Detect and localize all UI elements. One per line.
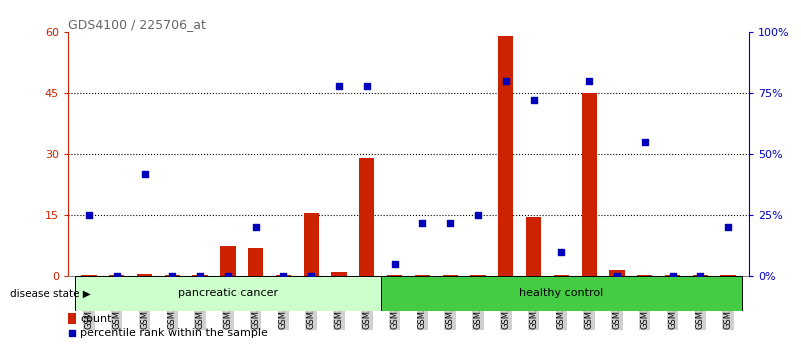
Bar xyxy=(693,275,708,276)
Point xyxy=(666,273,679,279)
Point xyxy=(249,224,262,230)
Point xyxy=(694,273,706,279)
Point xyxy=(221,273,234,279)
Bar xyxy=(665,275,680,276)
Point xyxy=(66,330,78,335)
Point xyxy=(166,273,179,279)
Text: percentile rank within the sample: percentile rank within the sample xyxy=(80,327,268,337)
Point xyxy=(638,139,651,145)
Bar xyxy=(415,275,430,276)
Point xyxy=(722,224,735,230)
Point xyxy=(138,171,151,176)
Bar xyxy=(442,275,458,276)
Bar xyxy=(720,275,736,276)
Point xyxy=(305,273,318,279)
Bar xyxy=(137,274,152,276)
Bar xyxy=(192,275,207,276)
Bar xyxy=(276,275,291,276)
Text: pancreatic cancer: pancreatic cancer xyxy=(178,289,278,298)
Bar xyxy=(553,275,569,276)
Point xyxy=(610,273,623,279)
Bar xyxy=(304,213,319,276)
Point xyxy=(472,212,485,218)
Point xyxy=(83,212,95,218)
Point xyxy=(388,261,401,267)
Bar xyxy=(582,93,597,276)
Point xyxy=(499,78,512,84)
Text: count: count xyxy=(80,314,112,324)
Bar xyxy=(526,217,541,276)
Point xyxy=(360,83,373,88)
Bar xyxy=(165,275,180,276)
Point xyxy=(444,220,457,225)
Bar xyxy=(610,270,625,276)
Bar xyxy=(248,248,264,276)
Bar xyxy=(81,275,97,276)
Bar xyxy=(75,276,380,310)
Point xyxy=(416,220,429,225)
Point xyxy=(111,273,123,279)
Point xyxy=(194,273,207,279)
Point xyxy=(583,78,596,84)
Bar xyxy=(380,276,742,310)
Bar xyxy=(387,275,402,276)
Bar xyxy=(220,246,235,276)
Bar xyxy=(332,272,347,276)
Text: disease state ▶: disease state ▶ xyxy=(10,289,91,298)
Bar xyxy=(637,275,652,276)
Text: healthy control: healthy control xyxy=(519,289,603,298)
Text: GDS4100 / 225706_at: GDS4100 / 225706_at xyxy=(68,18,206,31)
Point xyxy=(555,249,568,255)
Bar xyxy=(470,275,485,276)
Bar xyxy=(68,313,76,324)
Point xyxy=(332,83,345,88)
Point xyxy=(277,273,290,279)
Bar xyxy=(109,275,124,276)
Bar xyxy=(498,36,513,276)
Point xyxy=(527,97,540,103)
Bar xyxy=(359,158,375,276)
